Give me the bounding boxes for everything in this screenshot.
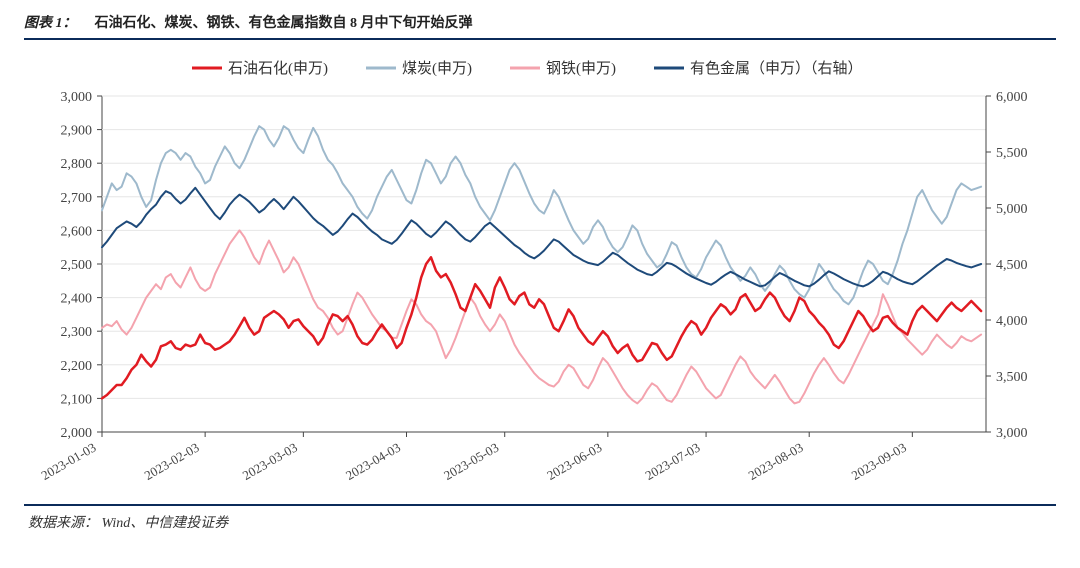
svg-text:3,000: 3,000: [996, 426, 1028, 441]
svg-text:2023-01-03: 2023-01-03: [38, 440, 98, 483]
chart-svg: 2,000 2,100 2,200 2,300 2,400 2,500 2,600 2,700…: [24, 40, 1056, 500]
legend-item-label: 石油石化(申万): [228, 60, 328, 77]
svg-text:2023-07-03: 2023-07-03: [643, 440, 703, 483]
svg-text:3,500: 3,500: [996, 370, 1028, 385]
svg-text:2023-06-03: 2023-06-03: [544, 440, 604, 483]
figure-title-row: 图表 1： 石油石化、煤炭、钢铁、有色金属指数自 8 月中下旬开始反弹: [24, 8, 1056, 40]
figure-number: 图表 1：: [24, 12, 77, 32]
svg-text:2,300: 2,300: [61, 325, 93, 340]
svg-text:2,100: 2,100: [61, 392, 93, 407]
svg-text:2,700: 2,700: [61, 191, 93, 206]
chart: 2,000 2,100 2,200 2,300 2,400 2,500 2,600 2,700…: [24, 40, 1056, 500]
svg-text:2,200: 2,200: [61, 359, 93, 374]
svg-text:2,800: 2,800: [61, 157, 93, 172]
source-label: 数据来源：: [28, 516, 98, 531]
chart-title: 石油石化、煤炭、钢铁、有色金属指数自 8 月中下旬开始反弹: [95, 12, 473, 32]
svg-text:2,900: 2,900: [61, 124, 93, 139]
svg-text:6,000: 6,000: [996, 90, 1028, 105]
legend-item-label: 煤炭(申万): [402, 60, 472, 77]
svg-text:2023-02-03: 2023-02-03: [142, 440, 202, 483]
svg-text:2,400: 2,400: [61, 292, 93, 307]
series-line: [102, 257, 981, 398]
svg-text:2023-05-03: 2023-05-03: [441, 440, 501, 483]
series-line: [102, 230, 981, 403]
svg-text:2023-04-03: 2023-04-03: [343, 440, 403, 483]
svg-text:5,500: 5,500: [996, 146, 1028, 161]
svg-text:4,000: 4,000: [996, 314, 1028, 329]
svg-text:4,500: 4,500: [996, 258, 1028, 273]
svg-text:2,600: 2,600: [61, 224, 93, 239]
data-source: 数据来源： Wind、中信建投证券: [24, 506, 1056, 532]
svg-text:2023-09-03: 2023-09-03: [849, 440, 909, 483]
svg-text:2,500: 2,500: [61, 258, 93, 273]
svg-text:5,000: 5,000: [996, 202, 1028, 217]
series-line: [102, 126, 981, 304]
figure-1: 图表 1： 石油石化、煤炭、钢铁、有色金属指数自 8 月中下旬开始反弹 2,00…: [0, 0, 1080, 568]
source-value: Wind、中信建投证券: [102, 516, 229, 531]
svg-text:3,000: 3,000: [61, 90, 93, 105]
legend-item-label: 钢铁(申万): [546, 60, 616, 77]
svg-text:2023-03-03: 2023-03-03: [240, 440, 300, 483]
legend: 石油石化(申万) 煤炭(申万) 钢铁(申万) 有色金属（申万）（右轴）: [192, 60, 863, 77]
svg-text:2023-08-03: 2023-08-03: [746, 440, 806, 483]
svg-text:2,000: 2,000: [61, 426, 93, 441]
legend-item-label: 有色金属（申万）（右轴）: [690, 60, 863, 77]
